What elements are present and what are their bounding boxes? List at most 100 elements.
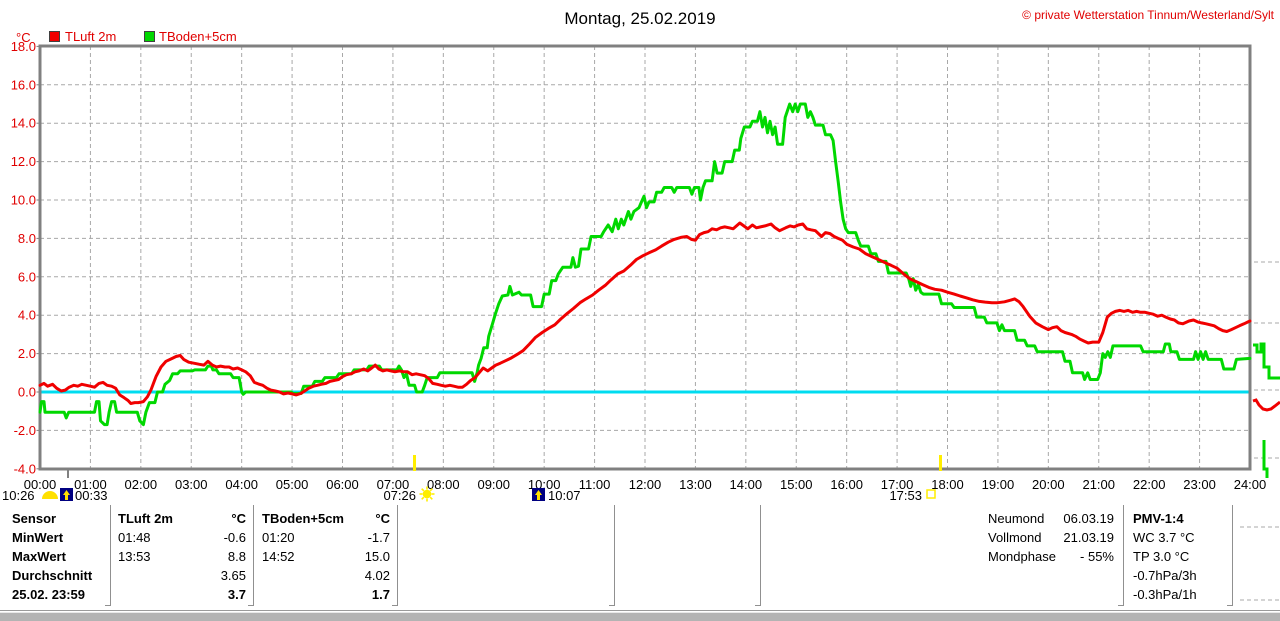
svg-text:23:00: 23:00 bbox=[1183, 477, 1216, 492]
copyright-note: © private Wetterstation Tinnum/Westerlan… bbox=[1022, 8, 1274, 22]
svg-text:14.0: 14.0 bbox=[11, 116, 36, 131]
svg-text:18.0: 18.0 bbox=[11, 39, 36, 54]
moonrise-icon bbox=[60, 488, 73, 501]
series-line-tluft-2m bbox=[38, 221, 1252, 405]
legend-label-tboden: TBoden+5cm bbox=[159, 29, 237, 44]
astro-label: Neumond bbox=[988, 511, 1045, 526]
table-divider-foot bbox=[1118, 605, 1124, 606]
sensor-name: TLuft 2m bbox=[118, 511, 173, 526]
min-time: 01:20 bbox=[262, 530, 295, 545]
svg-text:03:00: 03:00 bbox=[175, 477, 208, 492]
moonset-icon bbox=[532, 488, 545, 501]
next-chart-sliver bbox=[1240, 261, 1280, 601]
min-value: -0.6 bbox=[223, 530, 246, 545]
stats-row-label: Durchschnitt bbox=[12, 568, 93, 583]
plot-border bbox=[38, 44, 1252, 471]
table-divider-foot bbox=[609, 605, 615, 606]
page-title: Montag, 25.02.2019 bbox=[564, 9, 716, 28]
svg-text:10.0: 10.0 bbox=[11, 193, 36, 208]
sun-moon-markers: 10:26 00:33 07:26 10:07 17:53 bbox=[2, 455, 942, 503]
svg-text:01:00: 01:00 bbox=[74, 477, 107, 492]
svg-text:6.0: 6.0 bbox=[18, 269, 36, 284]
pressure-trend-3h: -0.7hPa/3h bbox=[1133, 568, 1197, 583]
legend-label-tluft: TLuft 2m bbox=[65, 29, 117, 44]
max-time: 13:53 bbox=[118, 549, 151, 564]
min-time: 01:48 bbox=[118, 530, 151, 545]
svg-text:14:00: 14:00 bbox=[730, 477, 763, 492]
svg-text:22:00: 22:00 bbox=[1133, 477, 1166, 492]
svg-text:21:00: 21:00 bbox=[1082, 477, 1115, 492]
svg-text:24:00: 24:00 bbox=[1234, 477, 1267, 492]
svg-text:4.0: 4.0 bbox=[18, 308, 36, 323]
svg-text:16.0: 16.0 bbox=[11, 77, 36, 92]
marker-time-moonset-icon: 10:07 bbox=[548, 488, 581, 503]
svg-text:09:00: 09:00 bbox=[477, 477, 510, 492]
dewpoint-value: TP 3.0 °C bbox=[1133, 549, 1190, 564]
marker-time-sunrise-icon: 07:26 bbox=[383, 488, 416, 503]
svg-text:12.0: 12.0 bbox=[11, 154, 36, 169]
last-value: 1.7 bbox=[371, 587, 390, 602]
avg-value: 3.65 bbox=[220, 568, 246, 583]
svg-text:12:00: 12:00 bbox=[629, 477, 662, 492]
svg-text:16:00: 16:00 bbox=[830, 477, 863, 492]
table-divider-foot bbox=[248, 605, 254, 606]
sensor-unit: °C bbox=[375, 511, 390, 526]
svg-text:06:00: 06:00 bbox=[326, 477, 359, 492]
avg-value: 4.02 bbox=[364, 568, 390, 583]
pressure-trend-1h: -0.3hPa/1h bbox=[1133, 587, 1197, 602]
x-axis-labels: 00:00 01:00 02:00 03:00 04:00 05:00 06:00 07:00… bbox=[24, 477, 1267, 492]
stats-row-label: MaxWert bbox=[12, 549, 66, 564]
table-divider bbox=[397, 505, 398, 606]
windchill-value: WC 3.7 °C bbox=[1133, 530, 1195, 545]
astro-value: - 55% bbox=[1080, 549, 1114, 564]
table-divider bbox=[760, 505, 761, 606]
y-axis-labels: 18.0 16.0 14.0 12.0 10.0 8.0 6.0 4.0 2.0 0.0 -2.0 -… bbox=[11, 39, 40, 476]
svg-text:13:00: 13:00 bbox=[679, 477, 712, 492]
stats-row-label: MinWert bbox=[12, 530, 64, 545]
table-divider bbox=[253, 505, 254, 606]
table-bottom-rule bbox=[0, 610, 1280, 611]
svg-text:07:00: 07:00 bbox=[377, 477, 410, 492]
sunrise-icon bbox=[419, 486, 435, 502]
series-line-tboden-5cm bbox=[38, 102, 1252, 427]
astro-label: Mondphase bbox=[988, 549, 1056, 564]
moonrise-axis-tick bbox=[67, 470, 69, 478]
table-divider-foot bbox=[1227, 605, 1233, 606]
last-value: 3.7 bbox=[227, 587, 246, 602]
pmv-title: PMV-1:4 bbox=[1133, 511, 1184, 526]
svg-text:20:00: 20:00 bbox=[1032, 477, 1065, 492]
marker-time-moon-icon: 10:26 bbox=[2, 488, 35, 503]
marker-time-moonrise-icon: 00:33 bbox=[75, 488, 108, 503]
astro-label: Vollmond bbox=[988, 530, 1042, 545]
svg-text:-2.0: -2.0 bbox=[14, 423, 36, 438]
sensor-name: TBoden+5cm bbox=[262, 511, 344, 526]
table-divider-foot bbox=[755, 605, 761, 606]
sunset-axis-tick bbox=[939, 455, 942, 471]
svg-text:0.0: 0.0 bbox=[18, 385, 36, 400]
stats-row-label: Sensor bbox=[12, 511, 57, 526]
svg-text:11:00: 11:00 bbox=[579, 477, 611, 492]
table-divider bbox=[1232, 505, 1233, 606]
legend-swatch-tluft bbox=[49, 31, 60, 42]
status-bar bbox=[0, 612, 1280, 621]
stats-row-label: 25.02. 23:59 bbox=[12, 587, 86, 602]
svg-text:19:00: 19:00 bbox=[982, 477, 1015, 492]
marker-time-sunset-icon: 17:53 bbox=[889, 488, 922, 503]
table-divider bbox=[1123, 505, 1124, 606]
table-divider-foot bbox=[392, 605, 398, 606]
svg-text:2.0: 2.0 bbox=[18, 346, 36, 361]
svg-text:15:00: 15:00 bbox=[780, 477, 813, 492]
y-axis-unit-label: °C bbox=[16, 30, 31, 45]
max-time: 14:52 bbox=[262, 549, 295, 564]
max-value: 15.0 bbox=[364, 549, 390, 564]
astro-value: 21.03.19 bbox=[1063, 530, 1114, 545]
svg-text:04:00: 04:00 bbox=[225, 477, 258, 492]
table-divider bbox=[110, 505, 111, 606]
table-divider bbox=[614, 505, 615, 606]
sunset-icon bbox=[926, 489, 936, 499]
moon-icon bbox=[42, 491, 58, 499]
grid-lines bbox=[40, 46, 1250, 469]
max-value: 8.8 bbox=[227, 549, 246, 564]
